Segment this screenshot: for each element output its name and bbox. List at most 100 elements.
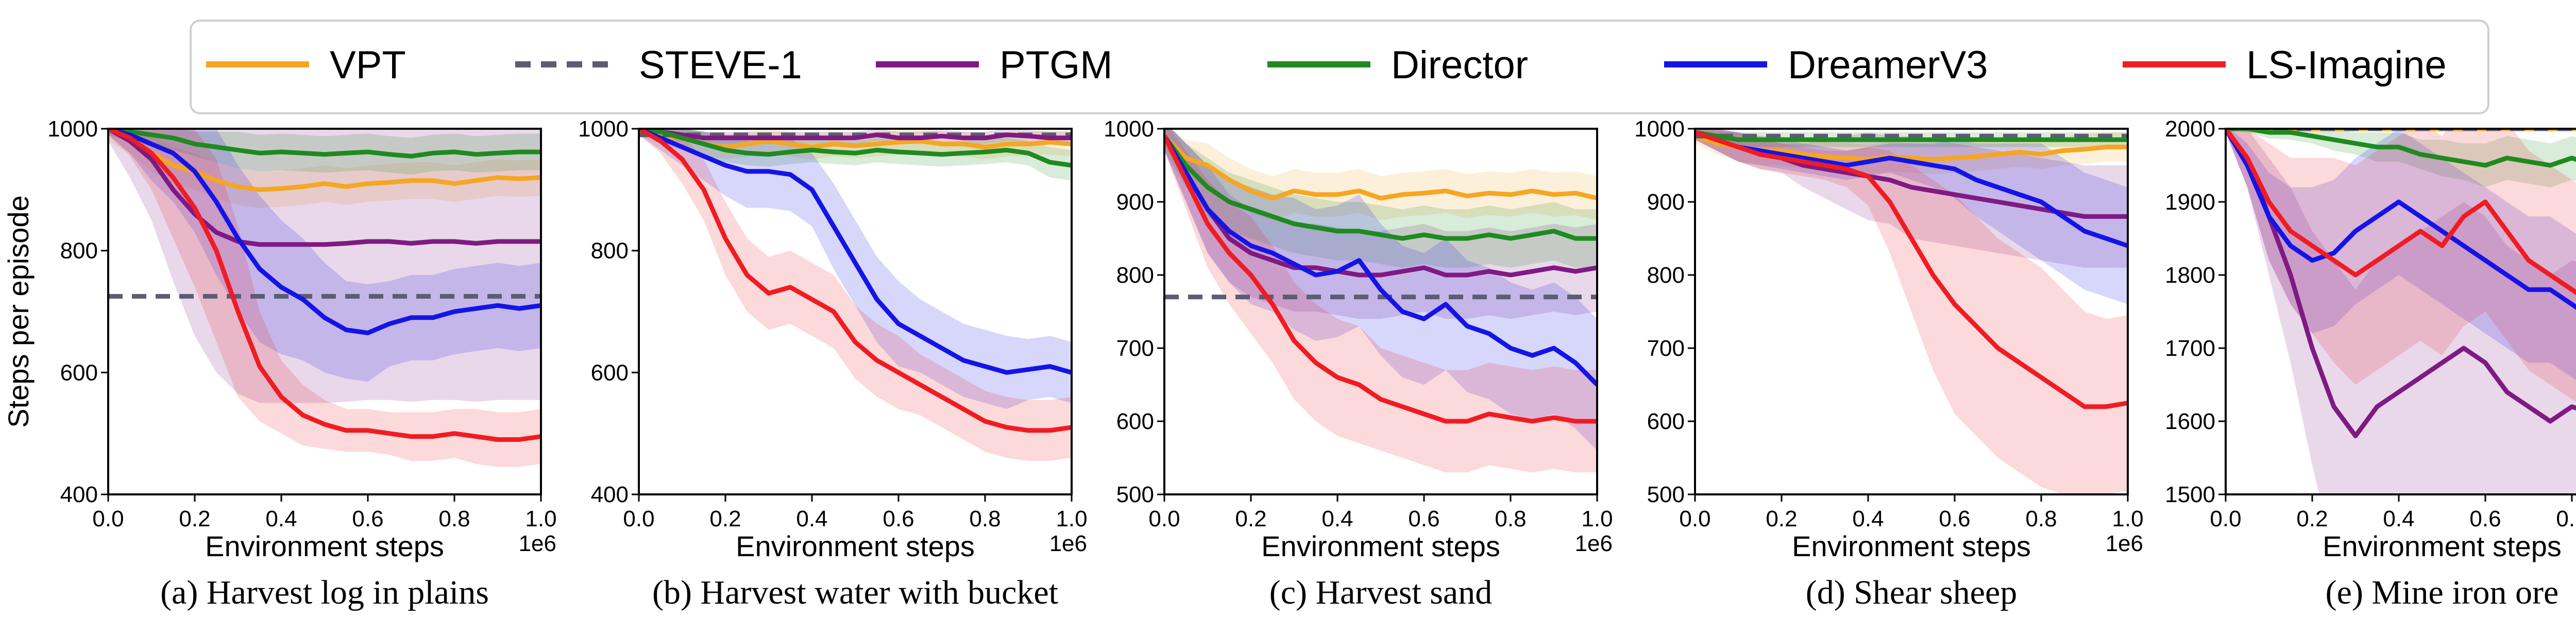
legend-label-ls-imagine: LS-Imagine [2246, 43, 2447, 87]
x-tick-label: 0.4 [265, 506, 297, 531]
axes-frame [107, 128, 542, 495]
x-scale-multiplier: 1e6 [2106, 531, 2143, 556]
y-tick-label: 1000 [47, 116, 98, 142]
legend-entry-steve-1: STEVE-1 [515, 43, 802, 87]
panel-caption: (d) Shear sheep [1806, 574, 2018, 611]
y-tick-label: 1500 [2165, 482, 2215, 507]
series-line-dreamerv3 [1164, 134, 1597, 387]
x-tick-label: 0.0 [623, 506, 654, 531]
x-tick-label: 0.2 [709, 506, 741, 531]
band-dreamerv3 [2226, 129, 2576, 381]
band-dreamerv3 [1695, 129, 2128, 304]
y-tick-label: 1800 [2165, 263, 2215, 288]
x-tick-label: 0.0 [2210, 506, 2241, 531]
x-scale-multiplier: 1e6 [1575, 531, 1613, 556]
band-vpt [108, 129, 541, 208]
y-axis-label: Steps per episode [2, 195, 35, 427]
y-tick-label: 600 [591, 360, 629, 385]
series-line-ptgm [108, 129, 541, 247]
series-line-ptgm [2226, 129, 2576, 438]
legend-label-director: Director [1391, 43, 1528, 87]
plot-area [2226, 129, 2576, 494]
x-tick-label: 0.4 [2383, 506, 2414, 531]
series-line-director [1695, 130, 2128, 142]
series-line-dreamerv3 [2226, 129, 2576, 310]
y-tick-label: 600 [1647, 409, 1685, 434]
x-tick-label: 0.6 [883, 506, 914, 531]
x-tick-label: 0.2 [1766, 506, 1797, 531]
y-tick-label: 400 [591, 482, 629, 507]
series-line-ls-imagine [1695, 130, 2128, 409]
x-axis-label: Environment steps [1261, 530, 1500, 562]
y-tick-label: 400 [60, 482, 98, 507]
band-ls-imagine [1164, 129, 1597, 473]
panel-caption: (c) Harvest sand [1269, 574, 1492, 611]
band-director [108, 129, 541, 175]
legend-entry-director: Director [1267, 43, 1528, 87]
y-tick-label: 1700 [2165, 336, 2215, 361]
y-tick-label: 1600 [2165, 409, 2215, 434]
x-tick-label: 0.6 [1939, 506, 1970, 531]
band-ls-imagine [2226, 129, 2576, 402]
y-tick-label: 800 [1647, 263, 1685, 288]
series-line-director [639, 129, 1072, 168]
panels: 0.0 0.2 0.4 0.6 0.8 1.0 400 600 800 1000 Environme… [2, 116, 2576, 611]
legend-label-ptgm: PTGM [999, 43, 1113, 87]
y-tick-label: 800 [1116, 263, 1154, 288]
x-tick-label: 0.2 [2296, 506, 2328, 531]
y-tick-label: 600 [60, 360, 98, 385]
band-ptgm [108, 129, 541, 403]
series-line-director [108, 129, 541, 159]
y-tick-label: 500 [1647, 482, 1685, 507]
y-tick-label: 700 [1116, 336, 1154, 361]
x-axis-label: Environment steps [736, 530, 975, 562]
axes-frame [1694, 128, 2129, 495]
x-tick-label: 0.8 [2025, 506, 2057, 531]
legend-entry-ls-imagine: LS-Imagine [2123, 43, 2447, 87]
y-tick-label: 900 [1647, 190, 1685, 215]
legend-label-vpt: VPT [330, 43, 406, 87]
series-line-vpt [108, 129, 541, 192]
x-tick-label: 0.6 [2469, 506, 2501, 531]
x-tick-label: 0.8 [969, 506, 1001, 531]
x-tick-label: 0.4 [1321, 506, 1353, 531]
series-line-dreamerv3 [1695, 130, 2128, 248]
plot-area [108, 129, 541, 467]
legend-entry-vpt: VPT [206, 43, 406, 87]
x-scale-multiplier: 1e6 [1049, 531, 1087, 556]
series-line-dreamerv3 [108, 129, 541, 335]
x-tick-label: 0.2 [1235, 506, 1266, 531]
band-ptgm [2226, 129, 2576, 494]
plot-area [1164, 129, 1597, 473]
x-tick-label: 0.8 [1495, 506, 1526, 531]
y-tick-label: 600 [1116, 409, 1154, 434]
x-tick-label: 0.6 [1408, 506, 1439, 531]
series-line-ls-imagine [1164, 135, 1597, 424]
x-axis-label: Environment steps [1792, 530, 2031, 562]
series-line-ptgm [1164, 134, 1597, 278]
x-tick-label: 0.0 [92, 506, 124, 531]
panel-e-mine-iron-ore: 0.00.20.40.60.81.01500160017001800190020… [2165, 116, 2576, 611]
y-tick-label: 900 [1116, 190, 1154, 215]
series-line-ls-imagine [2226, 129, 2576, 296]
x-tick-label: 1.0 [525, 506, 556, 531]
x-tick-label: 0.2 [179, 506, 210, 531]
y-tick-label: 700 [1647, 336, 1685, 361]
panel-a-harvest-log-in-plains: 0.0 0.2 0.4 0.6 0.8 1.0 400 600 800 1000 Environme… [2, 116, 557, 611]
y-tick-label: 1000 [578, 116, 629, 142]
panel-d-shear-sheep: 0.0 0.2 0.4 0.6 0.8 1.0 500 600 700 800 900 1000 Env… [1634, 116, 2143, 611]
x-tick-label: 1.0 [1056, 506, 1087, 531]
plot-area [1695, 129, 2128, 494]
series-line-vpt [1164, 134, 1597, 201]
x-tick-label: 0.0 [1148, 506, 1180, 531]
series-line-director [2226, 129, 2576, 168]
panel-caption: (e) Mine iron ore [2326, 574, 2559, 611]
x-tick-label: 1.0 [2112, 506, 2143, 531]
x-tick-label: 0.8 [438, 506, 470, 531]
x-tick-label: 0.8 [2556, 506, 2576, 531]
x-tick-label: 1.0 [1581, 506, 1613, 531]
y-tick-label: 500 [1116, 482, 1154, 507]
band-ls-imagine [108, 129, 541, 467]
plot-area [639, 129, 1072, 461]
